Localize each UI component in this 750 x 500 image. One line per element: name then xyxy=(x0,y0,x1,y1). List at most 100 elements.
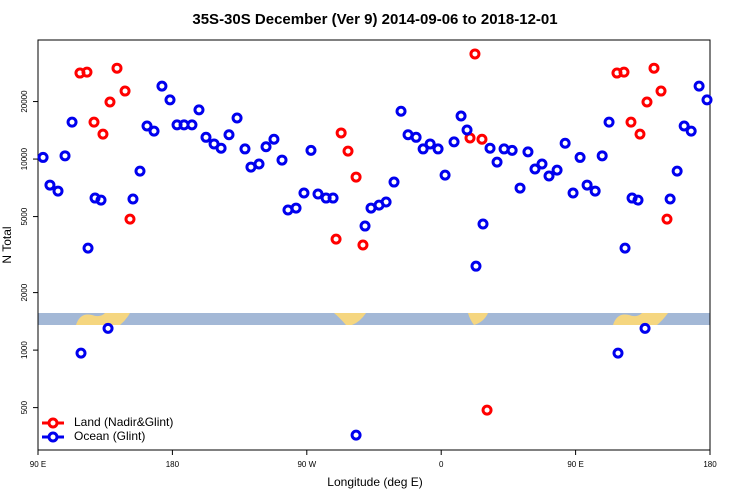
point xyxy=(290,202,302,214)
point xyxy=(260,141,272,153)
point xyxy=(231,112,243,124)
point xyxy=(119,85,131,97)
point xyxy=(529,163,541,175)
point xyxy=(491,156,503,168)
point xyxy=(619,242,631,254)
point xyxy=(342,145,354,157)
point xyxy=(612,347,624,359)
point xyxy=(223,129,235,141)
point xyxy=(693,80,705,92)
point xyxy=(664,193,676,205)
point xyxy=(632,194,644,206)
point xyxy=(95,194,107,206)
point xyxy=(439,169,451,181)
point xyxy=(312,188,324,200)
point xyxy=(388,176,400,188)
series xyxy=(37,80,713,441)
point xyxy=(522,146,534,158)
point xyxy=(410,131,422,143)
point xyxy=(268,133,280,145)
point xyxy=(469,48,481,60)
point xyxy=(567,187,579,199)
point xyxy=(455,110,467,122)
point xyxy=(335,127,347,139)
y-tick-label: 10000 xyxy=(20,147,29,170)
point xyxy=(678,120,690,132)
x-tick-label: 0 xyxy=(439,460,444,469)
point xyxy=(671,165,683,177)
point xyxy=(380,196,392,208)
chart-title: 35S-30S December (Ver 9) 2014-09-06 to 2… xyxy=(192,11,557,28)
point xyxy=(88,116,100,128)
point xyxy=(639,322,651,334)
point xyxy=(200,131,212,143)
point xyxy=(330,233,342,245)
point xyxy=(156,80,168,92)
point xyxy=(395,105,407,117)
y-axis-label: N Total xyxy=(0,226,14,263)
y-tick-label: 20000 xyxy=(20,90,29,113)
legend-label: Ocean (Glint) xyxy=(74,429,145,443)
point xyxy=(127,193,139,205)
point xyxy=(424,138,436,150)
point xyxy=(350,429,362,441)
point xyxy=(543,170,555,182)
point xyxy=(253,158,265,170)
plot-frame xyxy=(37,39,711,451)
point xyxy=(134,165,146,177)
point xyxy=(148,125,160,137)
point xyxy=(164,94,176,106)
point xyxy=(448,136,460,148)
point xyxy=(82,242,94,254)
point xyxy=(327,192,339,204)
point xyxy=(97,128,109,140)
point xyxy=(476,133,488,145)
x-tick-label: 180 xyxy=(166,460,180,469)
point xyxy=(634,128,646,140)
legend-marker xyxy=(47,431,59,443)
point xyxy=(618,66,630,78)
y-tick-label: 2000 xyxy=(20,283,29,301)
point xyxy=(514,182,526,194)
point xyxy=(102,322,114,334)
x-tick-label: 90 W xyxy=(297,460,316,469)
point xyxy=(417,143,429,155)
point xyxy=(215,142,227,154)
point xyxy=(186,119,198,131)
point xyxy=(641,96,653,108)
y-tick-label: 1000 xyxy=(20,341,29,359)
point xyxy=(574,151,586,163)
point xyxy=(461,124,473,136)
point xyxy=(66,116,78,128)
point xyxy=(141,120,153,132)
point xyxy=(648,62,660,74)
point xyxy=(298,187,310,199)
y-tick-label: 5000 xyxy=(20,207,29,225)
point xyxy=(581,179,593,191)
point xyxy=(124,213,136,225)
point xyxy=(239,143,251,155)
series xyxy=(74,48,673,416)
y-tick-label: 500 xyxy=(20,400,29,414)
point xyxy=(481,404,493,416)
point xyxy=(44,179,56,191)
point xyxy=(589,185,601,197)
x-tick-label: 180 xyxy=(703,460,717,469)
point xyxy=(359,220,371,232)
x-axis-label: Longitude (deg E) xyxy=(327,475,422,489)
point xyxy=(596,150,608,162)
point xyxy=(350,171,362,183)
point xyxy=(357,239,369,251)
point xyxy=(603,116,615,128)
point xyxy=(536,158,548,170)
point xyxy=(559,137,571,149)
point xyxy=(655,85,667,97)
point xyxy=(477,218,489,230)
point xyxy=(193,104,205,116)
point xyxy=(701,94,713,106)
map-strip xyxy=(38,313,710,325)
point xyxy=(52,185,64,197)
point xyxy=(484,142,496,154)
point xyxy=(551,164,563,176)
